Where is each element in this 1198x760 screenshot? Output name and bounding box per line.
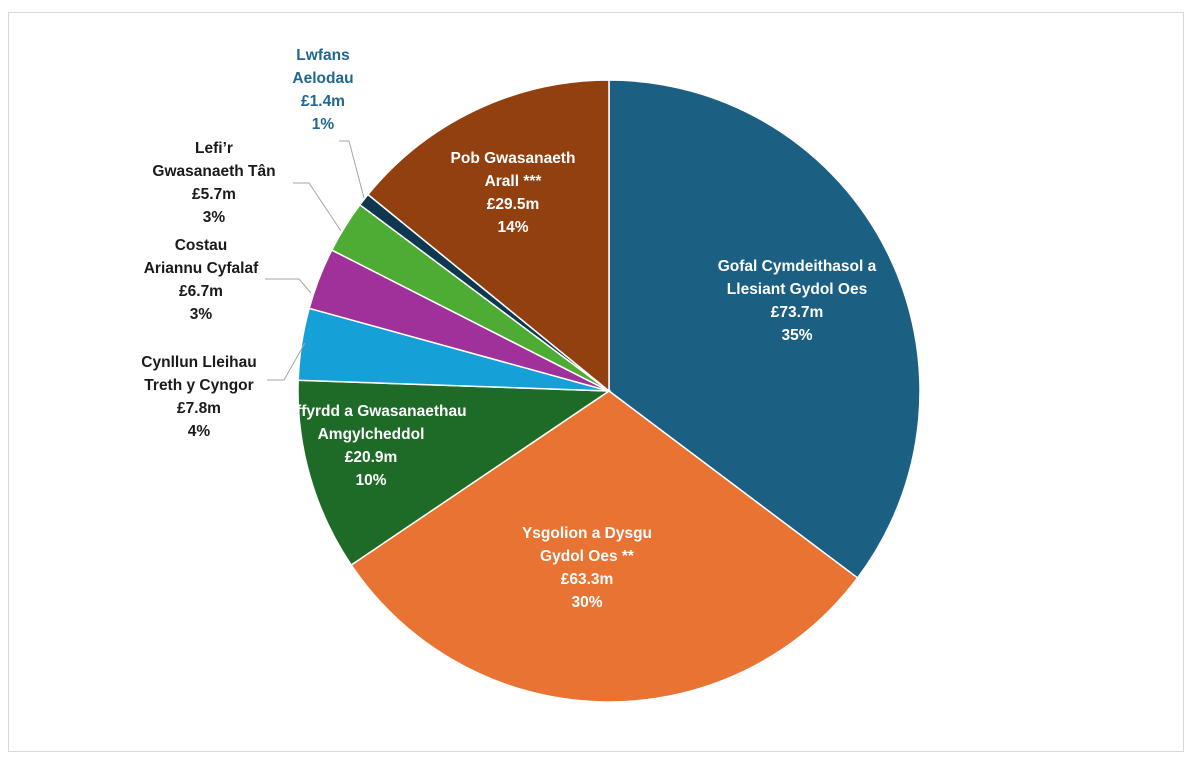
data-label-4-line-2: £6.7m xyxy=(179,283,223,300)
leader-line-5 xyxy=(293,182,342,232)
leader-line-3 xyxy=(267,342,306,381)
data-label-1: Ysgolion a Dysgu Gydol Oes ** £63.3m 30% xyxy=(522,525,652,611)
data-label-2-line-0: Priffyrdd a Gwasanaethau xyxy=(275,403,466,420)
data-label-7-line-2: £29.5m xyxy=(487,196,540,213)
data-label-1-line-3: 30% xyxy=(571,594,602,611)
data-label-2-line-2: £20.9m xyxy=(345,449,398,466)
data-labels: Gofal Cymdeithasol a Llesiant Gydol Oes £7… xyxy=(141,47,876,611)
data-label-1-line-0: Ysgolion a Dysgu xyxy=(522,525,652,542)
pie-slice-0 xyxy=(608,79,921,579)
pie-slice-7 xyxy=(366,79,610,393)
data-label-4-line-0: Costau xyxy=(175,237,228,254)
data-label-7: Pob Gwasanaeth Arall *** £29.5m 14% xyxy=(451,150,576,236)
data-label-1-line-1: Gydol Oes ** xyxy=(540,548,635,565)
leader-line-4 xyxy=(265,278,312,294)
data-label-5-line-2: £5.7m xyxy=(192,186,236,203)
data-label-5-line-1: Gwasanaeth Tân xyxy=(152,163,275,180)
data-label-6-line-2: £1.4m xyxy=(301,93,345,110)
data-label-5-line-0: Lefi’r xyxy=(195,140,233,157)
data-label-4: Costau Ariannu Cyfalaf £6.7m 3% xyxy=(144,237,259,323)
data-label-2: Priffyrdd a Gwasanaethau Amgylcheddol £20.… xyxy=(275,403,466,489)
data-label-7-line-0: Pob Gwasanaeth xyxy=(451,150,576,167)
data-label-4-line-1: Ariannu Cyfalaf xyxy=(144,260,259,277)
chart-frame: Gofal Cymdeithasol a Llesiant Gydol Oes £7… xyxy=(8,12,1184,752)
data-label-3-line-2: £7.8m xyxy=(177,400,221,417)
data-label-6-line-3: 1% xyxy=(312,116,335,133)
pie-slice-1 xyxy=(350,390,859,703)
pie-slices xyxy=(297,79,921,703)
data-label-6: Lwfans Aelodau £1.4m 1% xyxy=(292,47,353,133)
data-label-5-line-3: 3% xyxy=(203,209,226,226)
data-label-3: Cynllun Lleihau Treth y Cyngor £7.8m 4% xyxy=(141,354,256,440)
data-label-2-line-3: 10% xyxy=(355,472,386,489)
pie-chart: Gofal Cymdeithasol a Llesiant Gydol Oes £7… xyxy=(141,47,921,703)
data-label-5: Lefi’r Gwasanaeth Tân £5.7m 3% xyxy=(152,140,275,226)
data-label-0-line-3: 35% xyxy=(781,327,812,344)
data-label-3-line-1: Treth y Cyngor xyxy=(144,377,253,394)
data-label-3-line-0: Cynllun Lleihau xyxy=(141,354,256,371)
data-label-7-line-3: 14% xyxy=(497,219,528,236)
pie-slice-2 xyxy=(297,379,612,567)
leader-line-6 xyxy=(339,140,365,199)
data-label-0-line-2: £73.7m xyxy=(771,304,824,321)
data-label-7-line-1: Arall *** xyxy=(485,173,543,190)
data-label-2-line-1: Amgylcheddol xyxy=(318,426,425,443)
data-label-0: Gofal Cymdeithasol a Llesiant Gydol Oes £7… xyxy=(718,258,877,344)
data-label-4-line-3: 3% xyxy=(190,306,213,323)
leader-lines xyxy=(265,140,365,381)
data-label-6-line-1: Aelodau xyxy=(292,70,353,87)
data-label-3-line-3: 4% xyxy=(188,423,211,440)
data-label-0-line-1: Llesiant Gydol Oes xyxy=(727,281,867,298)
data-label-0-line-0: Gofal Cymdeithasol a xyxy=(718,258,877,275)
data-label-1-line-2: £63.3m xyxy=(561,571,614,588)
data-label-6-line-0: Lwfans xyxy=(296,47,349,64)
